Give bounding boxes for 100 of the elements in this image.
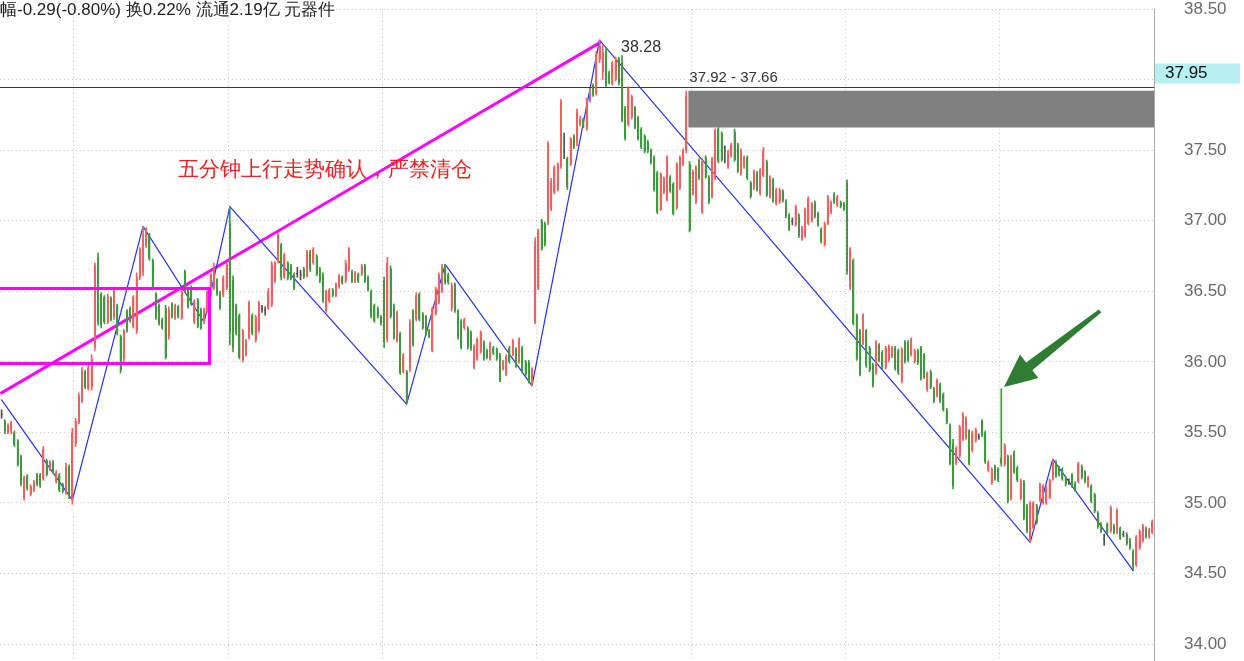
candlestick [122,329,125,363]
candlestick [222,275,225,298]
candlestick [132,295,135,329]
candlestick [1106,522,1109,535]
candlestick [643,134,646,154]
candlestick [58,472,61,492]
candlestick [810,202,813,223]
candlestick [862,313,864,346]
annotation: 五分钟上行走势确认，严禁清仓 [178,157,472,181]
candlestick [791,217,794,226]
candlestick [884,345,887,370]
candlestick [241,329,244,363]
candlestick [29,484,32,497]
candlestick [164,305,167,360]
candlestick [325,289,328,313]
candlestick [1087,475,1089,488]
candlestick [180,289,183,320]
candlestick [354,271,357,284]
candlestick [1055,460,1057,478]
candlestick [119,334,122,374]
candlestick [357,272,360,284]
candlestick [418,292,421,322]
candlestick [466,326,469,350]
candlestick [852,258,855,326]
candlestick [778,187,781,205]
candlestick [412,309,414,347]
y-tick-label: 35.50 [1184,422,1227,442]
candlestick [515,347,517,368]
y-tick-label: 36.00 [1184,351,1227,371]
candlestick [55,470,58,484]
candlestick [71,427,74,505]
candlestick [502,360,504,371]
candlestick [68,464,70,500]
candlestick [0,409,3,419]
candlestick [572,134,575,150]
candlestick [521,345,524,374]
candlestick [887,344,890,363]
candlestick [865,329,868,368]
candlestick [974,427,977,443]
candlestick [846,179,848,275]
candlestick [566,156,569,190]
candlestick [1042,484,1044,505]
candlestick [482,340,485,361]
candlestick [1145,526,1147,539]
chart-title: 幅-0.29(-0.80%) 换0.22% 流通2.19亿 元器件 [0,0,336,19]
candlestick [103,295,106,325]
candlestick [965,416,967,440]
candlestick [386,257,389,343]
candlestick [1135,535,1138,567]
candlestick [450,282,453,312]
candlestick [849,247,852,291]
candlestick [576,108,578,147]
candlestick [470,330,472,351]
candlestick [312,247,315,265]
candlestick [833,192,835,205]
candlestick [110,296,112,322]
candlestick [171,302,173,319]
candlestick [1116,508,1118,535]
candlestick [106,293,109,325]
candlestick [167,306,170,340]
candlestick [511,338,514,357]
candlestick [1000,388,1003,467]
candlestick [990,467,993,485]
candlestick [749,180,752,199]
y-tick-label: 37.50 [1184,139,1227,159]
candlestick [52,460,54,474]
y-tick-label: 35.00 [1184,492,1227,512]
candlestick [720,131,723,162]
candlestick [746,155,749,181]
candlestick [489,341,492,361]
candlestick [775,187,778,206]
candlestick [1071,472,1073,488]
candlestick [396,310,398,343]
candlestick [174,303,177,320]
candlestick [1019,478,1022,501]
candlestick [907,340,909,363]
y-tick-label: 38.50 [1184,0,1227,18]
candlestick [177,305,180,319]
candlestick [116,303,119,336]
candlestick [569,137,572,166]
candlestick [431,306,434,353]
candlestick [630,94,633,120]
candlestick [592,83,594,97]
candlestick [42,446,45,481]
candlestick [666,155,668,202]
candlestick [945,408,948,425]
candlestick [772,178,774,203]
candlestick [1109,505,1112,533]
candlestick [444,264,447,285]
candlestick [595,51,598,96]
y-tick-label: 36.50 [1184,280,1227,300]
candlestick [839,200,842,209]
candlestick [836,194,839,207]
candlestick [1122,530,1125,538]
candlestick [383,276,385,349]
candlestick [32,480,35,492]
candlestick [1010,454,1012,501]
candlestick [306,250,308,278]
candlestick [627,86,630,127]
candlestick [36,472,38,487]
